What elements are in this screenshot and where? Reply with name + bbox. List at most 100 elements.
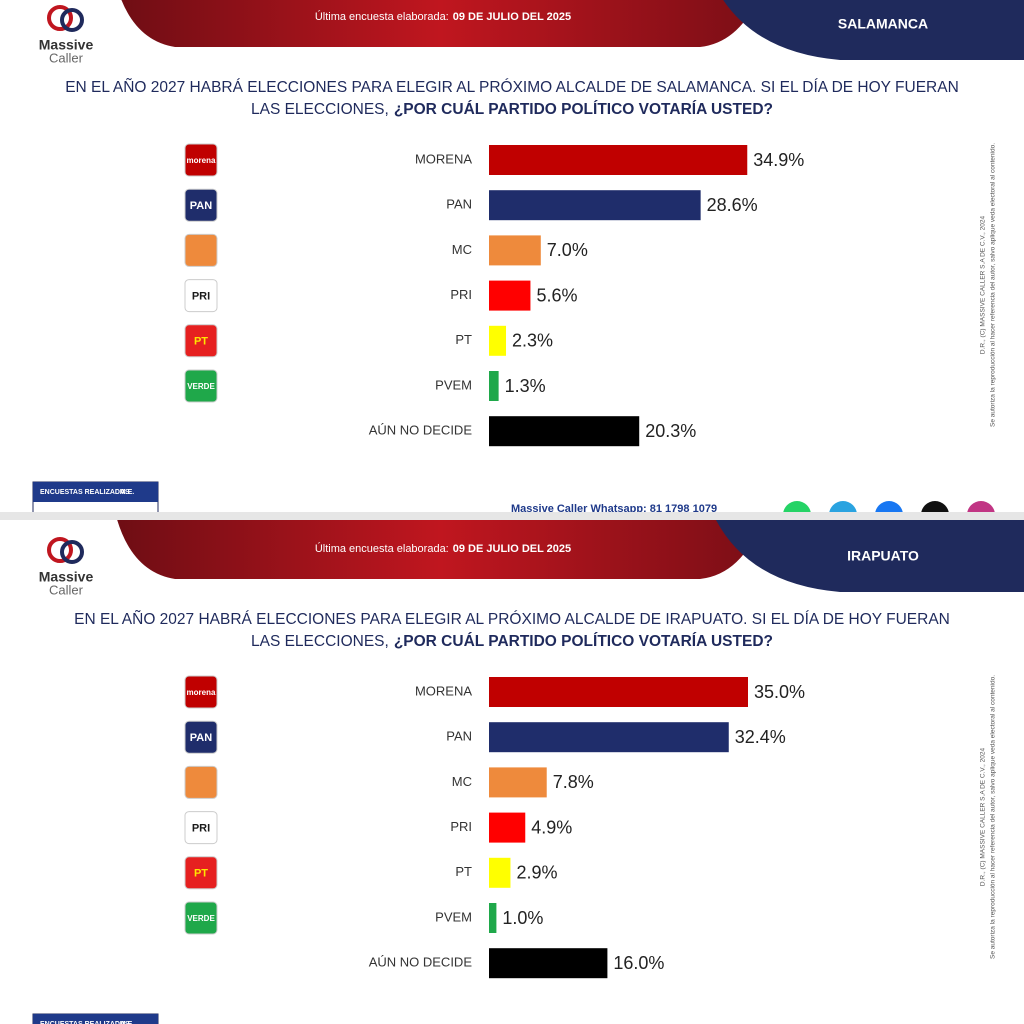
question: LAS ELECCIONES, ¿POR CUÁL PARTIDO POLÍTIC… (251, 633, 773, 650)
panel: Última encuesta elaborada: 09 DE JULIO DE… (0, 0, 1024, 512)
value-label: 2.9% (516, 863, 557, 883)
category-label: MORENA (415, 151, 472, 166)
value-label: 20.3% (645, 421, 696, 441)
footer-table-head (33, 1014, 158, 1024)
value-label: 34.9% (753, 150, 804, 170)
question: LAS ELECCIONES, ¿POR CUÁL PARTIDO POLÍTIC… (251, 101, 773, 118)
bar (489, 857, 511, 888)
logo-ring (60, 8, 84, 32)
category-label: PVEM (435, 377, 472, 392)
party-icon-label: PRI (192, 291, 210, 303)
value-label: 7.8% (553, 772, 594, 792)
party-icon (184, 765, 218, 799)
bar (489, 812, 526, 843)
question-line: LAS ELECCIONES, (251, 101, 389, 118)
category-label: MC (452, 242, 472, 257)
party-icon (184, 856, 218, 890)
party-icon-label: morena (187, 156, 216, 165)
brand: Massive (39, 37, 94, 53)
category-label: PAN (446, 729, 472, 744)
social-icon (967, 501, 995, 512)
value-label: 28.6% (707, 195, 758, 215)
party-icon-label: VERDE (187, 914, 215, 923)
side-text: Se autoriza la reproducción al hacer ref… (990, 143, 997, 427)
party-icon-label: VERDE (187, 382, 215, 391)
value-label: 7.0% (547, 240, 588, 260)
bar (489, 677, 748, 707)
category-label: PAN (446, 197, 472, 212)
question-bold: ¿POR CUÁL PARTIDO POLÍTICO VOTARÍA USTED… (394, 101, 773, 118)
header-prefix: Última encuesta elaborada: (315, 10, 449, 23)
header-date: 09 DE JULIO DEL 2025 (453, 11, 571, 23)
footer-table-label: M.E. (120, 1021, 134, 1024)
brand: Caller (49, 50, 84, 65)
logo-ring (47, 537, 73, 563)
party-icon-label: PAN (190, 200, 212, 212)
party-icon-label: morena (187, 688, 216, 697)
value-label: 1.0% (502, 908, 543, 928)
category-label: PRI (450, 819, 472, 834)
category-label: MC (452, 774, 472, 789)
party-icon (184, 324, 218, 358)
party-icon (184, 279, 218, 313)
social-icon (783, 501, 811, 512)
side-text: D.R., (C) MASSIVE CALLER S.A DE C.V., 20… (980, 216, 987, 355)
city: IRAPUATO (847, 548, 919, 564)
party-icon-label: PT (194, 868, 208, 880)
party-icon (184, 143, 218, 177)
brand: Caller (49, 582, 84, 597)
value-label: 32.4% (735, 727, 786, 747)
question-line: LAS ELECCIONES, (251, 633, 389, 650)
bar (489, 235, 541, 266)
bar (489, 145, 748, 175)
whatsapp: Massive Caller Whatsapp: 81 1798 1079 (511, 503, 717, 512)
city: SALAMANCA (838, 16, 928, 32)
social-icon (921, 501, 949, 512)
header-navy (723, 0, 1024, 60)
side-text: Se autoriza la reproducción al hacer ref… (990, 675, 997, 959)
chart: Última encuesta elaborada: 09 DE JULIO DE… (32, 520, 1024, 1024)
category-label: PRI (450, 287, 472, 302)
category-label: AÚN NO DECIDE (369, 955, 473, 970)
party-icon (184, 901, 218, 935)
social-icon (829, 501, 857, 512)
category-label: PVEM (435, 909, 472, 924)
footer-table-label: M.E. (120, 489, 134, 496)
party-icon-label: PAN (190, 732, 212, 744)
party-icon (184, 188, 218, 222)
value-label: 5.6% (536, 285, 577, 305)
question: EN EL AÑO 2027 HABRÁ ELECCIONES PARA ELE… (65, 79, 959, 96)
bar (489, 416, 640, 447)
header-red (117, 520, 763, 579)
panel: Última encuesta elaborada: 09 DE JULIO DE… (0, 520, 1024, 1024)
footer-table-label: ENCUESTAS REALIZADAS (40, 1021, 130, 1024)
header-text: Última encuesta elaborada: 09 DE JULIO DE… (315, 542, 571, 555)
category-label: AÚN NO DECIDE (369, 423, 473, 438)
party-icon (184, 233, 218, 267)
value-label: 35.0% (754, 682, 805, 702)
party-icon (184, 675, 218, 709)
category-label: PT (455, 332, 472, 347)
footer-table-head (33, 482, 158, 502)
header-text: Última encuesta elaborada: 09 DE JULIO DE… (315, 10, 571, 23)
logo-ring (47, 5, 73, 31)
bar (489, 325, 507, 356)
chart: Última encuesta elaborada: 09 DE JULIO DE… (32, 0, 1024, 512)
category-label: PT (455, 864, 472, 879)
value-label: 16.0% (613, 953, 664, 973)
question: EN EL AÑO 2027 HABRÁ ELECCIONES PARA ELE… (74, 611, 950, 628)
header-red (121, 0, 758, 47)
party-icon-label: PT (194, 336, 208, 348)
logo-ring (60, 540, 84, 564)
header-prefix: Última encuesta elaborada: (315, 542, 449, 555)
bar (489, 722, 729, 753)
value-label: 1.3% (505, 376, 546, 396)
value-label: 2.3% (512, 331, 553, 351)
value-label: 4.9% (531, 817, 572, 837)
bar (489, 190, 701, 221)
bar (489, 948, 608, 979)
bar (489, 280, 531, 311)
social-icon (875, 501, 903, 512)
brand: Massive (39, 569, 94, 585)
